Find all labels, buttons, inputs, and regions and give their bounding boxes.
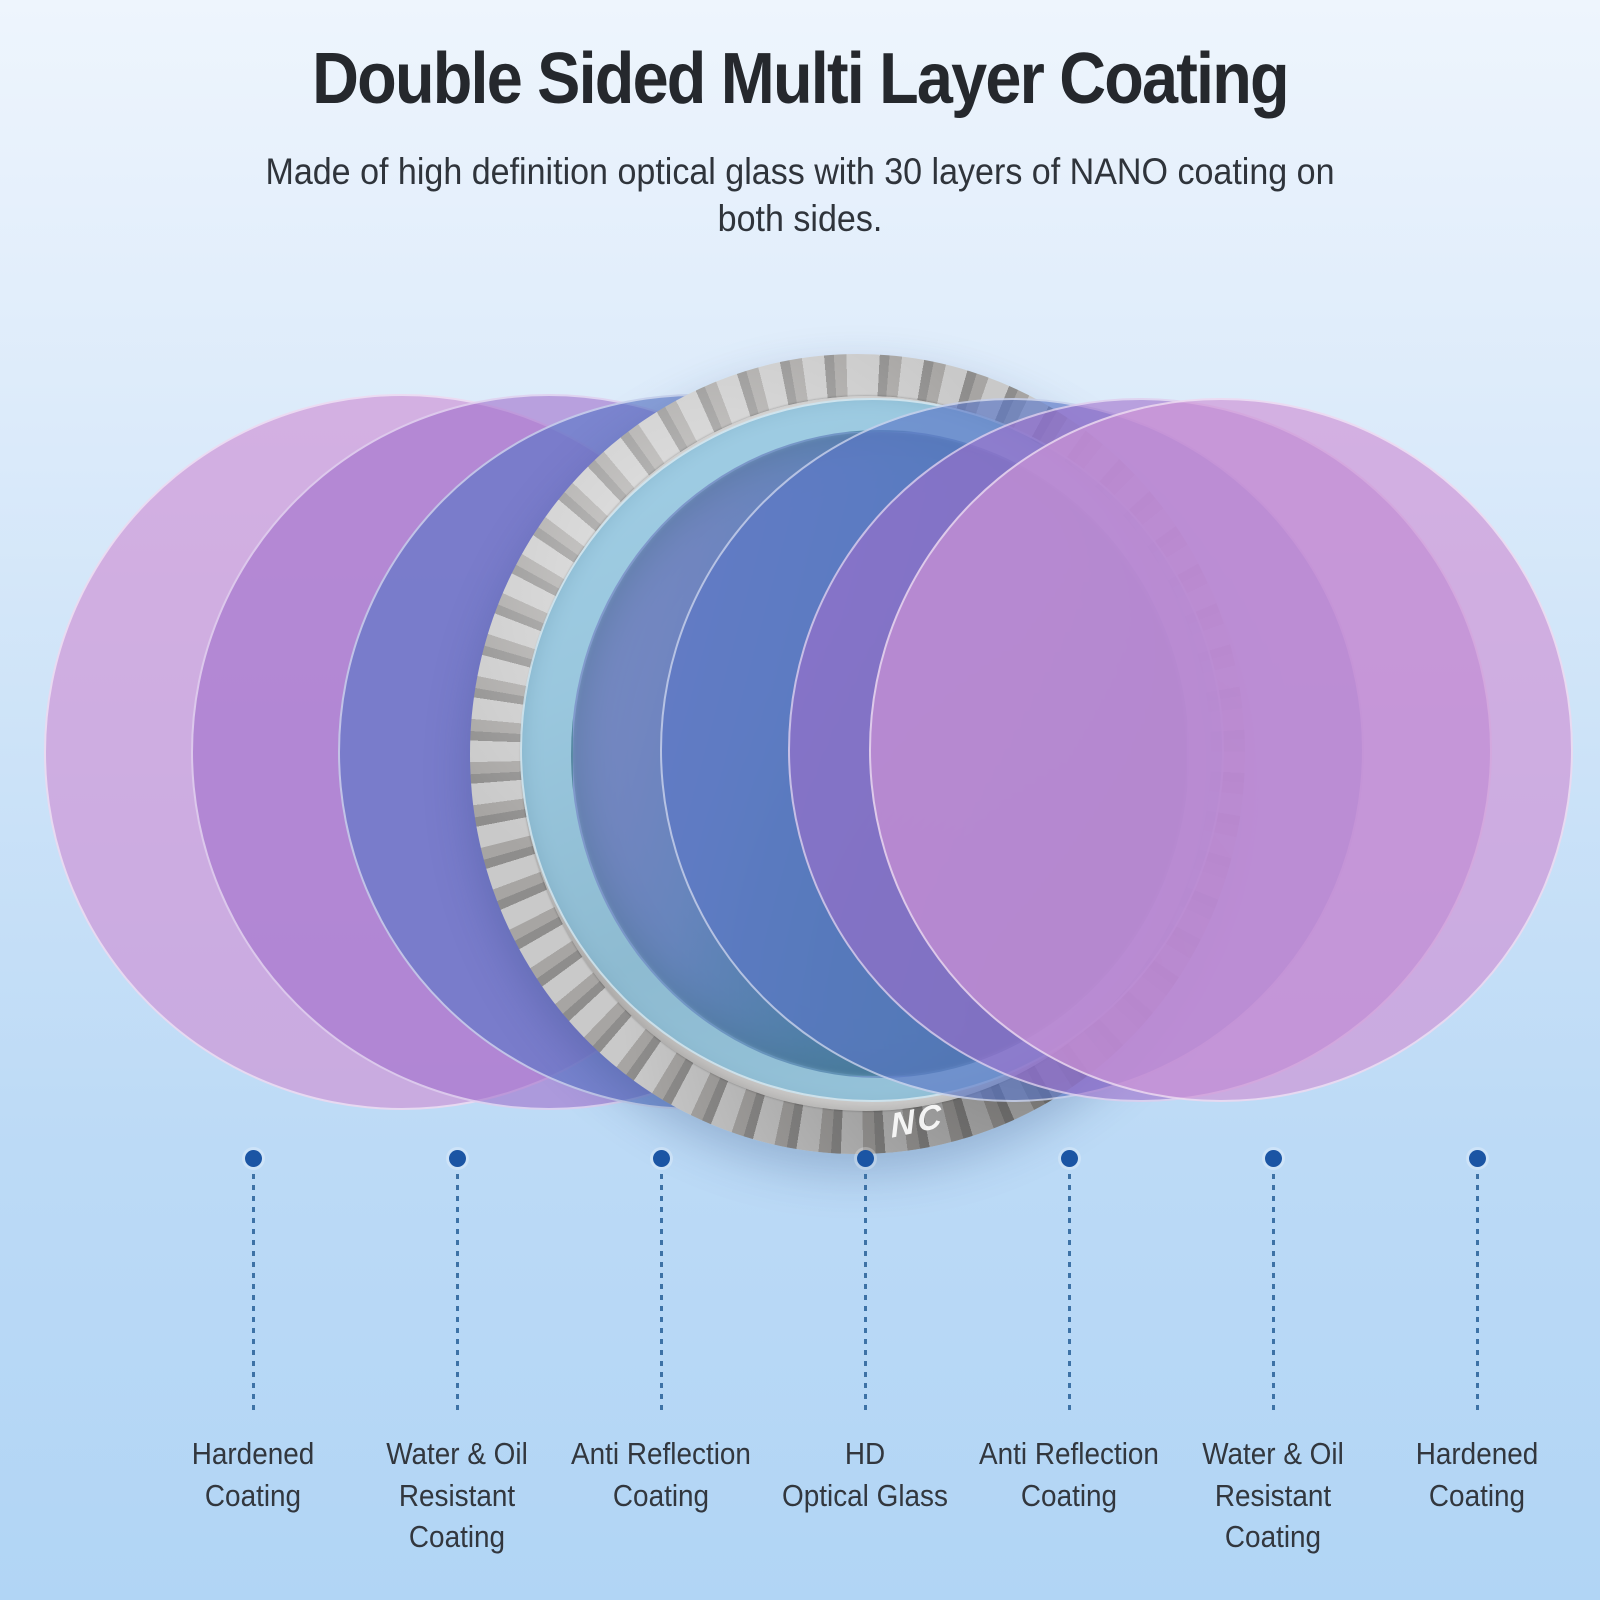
callout-anti-reflection-left: Anti Reflection Coating xyxy=(559,1150,763,1558)
callout-dot-icon xyxy=(652,1150,670,1167)
callout-label: Anti Reflection Coating xyxy=(979,1436,1159,1513)
callout-dot-icon xyxy=(1468,1150,1486,1167)
callout-dotted-line xyxy=(863,1174,867,1416)
callout-dotted-line xyxy=(251,1174,255,1416)
callout-dot-icon xyxy=(1060,1150,1078,1167)
callout-anti-reflection-right: Anti Reflection Coating xyxy=(967,1150,1171,1558)
callout-dot-icon xyxy=(448,1150,466,1167)
callout-dotted-line xyxy=(1067,1174,1071,1416)
callout-label: Water & Oil Resistant Coating xyxy=(1202,1436,1344,1555)
callout-hardened-coating-right: Hardened Coating xyxy=(1375,1150,1579,1558)
callout-label: Anti Reflection Coating xyxy=(571,1436,751,1513)
callout-water-oil-right: Water & Oil Resistant Coating xyxy=(1171,1150,1375,1558)
header: Double Sided Multi Layer Coating Made of… xyxy=(0,0,1600,243)
callout-hd-optical-glass: HD Optical Glass xyxy=(763,1150,967,1558)
callout-label: Water & Oil Resistant Coating xyxy=(386,1436,528,1555)
callout-row: Hardened Coating Water & Oil Resistant C… xyxy=(151,1150,1579,1558)
callout-dotted-line xyxy=(1475,1174,1479,1416)
callout-label: Hardened Coating xyxy=(191,1436,315,1513)
callout-dotted-line xyxy=(659,1174,663,1416)
callout-water-oil-left: Water & Oil Resistant Coating xyxy=(355,1150,559,1558)
layer-circle-hardened-right xyxy=(869,398,1573,1102)
page-title: Double Sided Multi Layer Coating xyxy=(312,39,1289,119)
callout-hardened-coating-left: Hardened Coating xyxy=(151,1150,355,1558)
page-subtitle: Made of high definition optical glass wi… xyxy=(265,151,1335,240)
callout-dotted-line xyxy=(1271,1174,1275,1416)
callout-dot-icon xyxy=(1264,1150,1282,1167)
callout-dotted-line xyxy=(455,1174,459,1416)
callout-label: HD Optical Glass xyxy=(782,1436,948,1513)
callout-dot-icon xyxy=(244,1150,262,1167)
callout-dot-icon xyxy=(856,1150,874,1167)
callout-label: Hardened Coating xyxy=(1415,1436,1539,1513)
